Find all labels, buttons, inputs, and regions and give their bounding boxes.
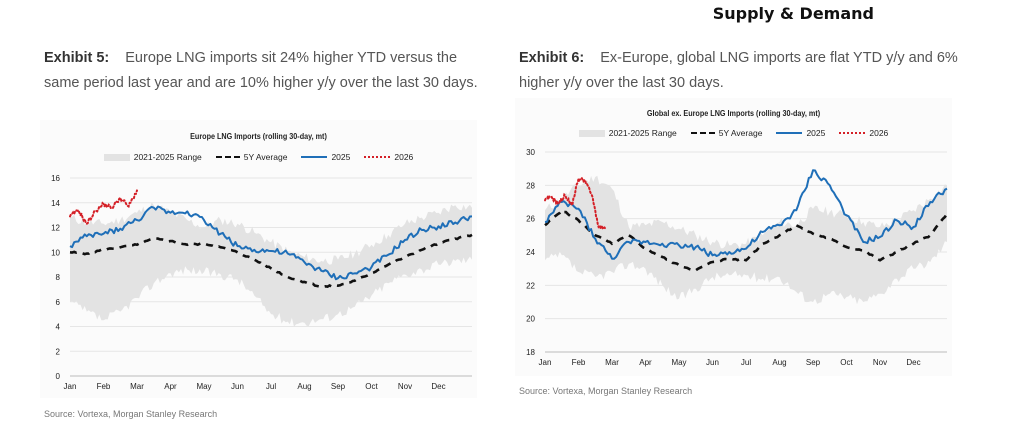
y-tick-label: 8 [56, 273, 61, 282]
y-tick-label: 2 [56, 347, 61, 356]
range-band [545, 175, 947, 305]
exhibit-5-source: Source: Vortexa, Morgan Stanley Research [44, 409, 218, 419]
legend-item-2026: 2026 [364, 152, 413, 162]
y-tick-label: 26 [526, 215, 535, 224]
x-tick-label: Jun [706, 358, 719, 367]
x-tick-label: Feb [97, 382, 111, 391]
legend-swatch-range [103, 153, 130, 161]
legend-label-average: 5Y Average [243, 152, 288, 162]
range-band [70, 202, 472, 327]
x-tick-label: Nov [873, 358, 887, 367]
y-tick-label: 28 [526, 181, 535, 190]
x-tick-label: Apr [639, 358, 652, 367]
y-tick-label: 14 [51, 199, 60, 208]
x-tick-label: Nov [398, 382, 412, 391]
legend-item-2026: 2026 [839, 128, 888, 138]
series-2025 [544, 169, 948, 260]
legend-item-2025: 2025 [776, 128, 825, 138]
y-tick-label: 16 [51, 174, 60, 183]
legend-swatch-range [578, 129, 605, 137]
x-tick-label: Dec [906, 358, 920, 367]
europe-lng-chart-panel: Europe LNG Imports (rolling 30-day, mt) … [40, 120, 477, 398]
legend-swatch-average [690, 132, 715, 134]
exhibit-5-text: Europe LNG imports sit 24% higher YTD ve… [44, 50, 478, 91]
global-ex-europe-lng-chart-panel: Global ex. Europe LNG Imports (rolling 3… [515, 98, 952, 376]
y-tick-label: 30 [526, 148, 535, 157]
legend-swatch-average [215, 156, 240, 158]
chart-title: Europe LNG Imports (rolling 30-day, mt) [190, 131, 327, 141]
x-tick-label: Aug [772, 358, 786, 367]
exhibit-5-label: Exhibit 5: [44, 50, 110, 66]
x-tick-label: Jul [741, 358, 751, 367]
x-tick-label: Feb [572, 358, 586, 367]
chart-legend: 2021-2025 Range 5Y Average 2025 2026 [40, 152, 477, 162]
x-tick-label: Jan [64, 382, 77, 391]
exhibit-5-caption: Exhibit 5: Europe LNG imports sit 24% hig… [44, 46, 484, 96]
legend-label-range: 2021-2025 Range [133, 152, 202, 162]
legend-label-2026: 2026 [394, 152, 414, 162]
series-5y-average [69, 233, 473, 289]
legend-item-average: 5Y Average [215, 152, 288, 162]
europe-lng-chart-svg: 0 2 4 6 8 10 12 14 16 Jan Feb Mar Apr May Jun Jul Aug Sep… [51, 174, 473, 391]
x-tick-label: Oct [365, 382, 378, 391]
chart-title: Global ex. Europe LNG Imports (rolling 3… [646, 108, 821, 118]
y-tick-label: 18 [526, 348, 535, 357]
exhibit-6-source: Source: Vortexa, Morgan Stanley Research [519, 386, 693, 396]
x-tick-label: Sep [806, 358, 821, 367]
legend-swatch-2026 [839, 132, 866, 134]
x-tick-label: Jul [266, 382, 276, 391]
legend-label-2025: 2025 [331, 152, 351, 162]
y-tick-label: 10 [51, 248, 60, 257]
x-tick-label: Jan [539, 358, 552, 367]
legend-item-range: 2021-2025 Range [103, 152, 202, 162]
chart-legend: 2021-2025 Range 5Y Average 2025 2026 [515, 128, 952, 138]
series-2026 [544, 175, 607, 232]
y-tick-label: 6 [56, 298, 61, 307]
legend-item-2025: 2025 [301, 152, 350, 162]
exhibit-6-text: Ex-Europe, global LNG imports are flat Y… [519, 50, 958, 91]
exhibit-6-caption: Exhibit 6: Ex-Europe, global LNG imports … [519, 46, 959, 96]
x-tick-label: Apr [164, 382, 177, 391]
x-tick-label: Oct [840, 358, 853, 367]
global-ex-europe-lng-chart-svg: 18 20 22 24 26 28 30 Jan Feb Mar Apr May Jun Jul Aug Se… [526, 148, 949, 367]
y-tick-label: 24 [526, 248, 535, 257]
x-tick-label: Sep [331, 382, 346, 391]
legend-label-2025: 2025 [806, 128, 826, 138]
legend-swatch-2025 [301, 156, 328, 158]
x-tick-label: Jun [231, 382, 244, 391]
series-5y-average [544, 208, 949, 272]
y-tick-label: 0 [56, 372, 61, 381]
legend-label-2026: 2026 [869, 128, 889, 138]
x-tick-label: Mar [605, 358, 619, 367]
legend-item-range: 2021-2025 Range [578, 128, 677, 138]
legend-swatch-2026 [364, 156, 391, 158]
exhibit-6-label: Exhibit 6: [519, 50, 585, 66]
legend-label-range: 2021-2025 Range [608, 128, 677, 138]
legend-label-average: 5Y Average [718, 128, 763, 138]
x-tick-label: Mar [130, 382, 144, 391]
y-tick-label: 12 [51, 224, 60, 233]
y-tick-label: 4 [56, 323, 61, 332]
page-section-title: Supply & Demand [712, 4, 874, 23]
legend-swatch-2025 [776, 132, 803, 134]
legend-item-average: 5Y Average [690, 128, 763, 138]
x-tick-label: May [196, 382, 211, 391]
y-tick-label: 20 [526, 315, 535, 324]
x-tick-label: May [671, 358, 686, 367]
x-tick-label: Aug [297, 382, 311, 391]
y-tick-label: 22 [526, 281, 535, 290]
x-tick-label: Dec [431, 382, 445, 391]
series-2026 [69, 189, 138, 226]
series-2025 [69, 205, 473, 281]
